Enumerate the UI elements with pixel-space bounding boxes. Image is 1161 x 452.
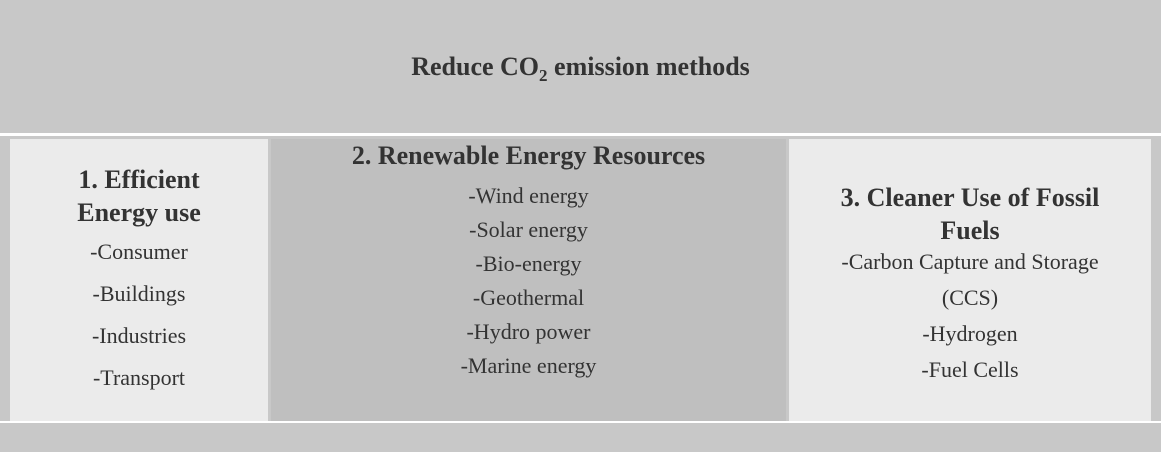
column-item: -Geothermal — [472, 285, 585, 310]
column-heading: 1. Efficient — [78, 165, 200, 194]
column-item: -Hydrogen — [922, 321, 1018, 346]
bottom-band — [0, 421, 1161, 452]
column-item: -Consumer — [90, 239, 188, 264]
column-item: (CCS) — [941, 285, 999, 310]
column-item: -Bio-energy — [475, 251, 582, 276]
column-item: -Hydro power — [466, 319, 591, 344]
column-item: -Buildings — [92, 281, 186, 306]
column-item: -Solar energy — [469, 217, 588, 242]
column-heading: 2. Renewable Energy Resources — [351, 141, 706, 170]
column-heading: Fuels — [940, 216, 1000, 245]
title-band: Reduce CO2 emission methods — [0, 0, 1161, 136]
column-item: -Wind energy — [468, 183, 589, 208]
title-subscript: 2 — [539, 66, 548, 86]
column: 3. Cleaner Use of Fossil Fuels -Carbon Cap… — [789, 139, 1151, 421]
column-item: -Industries — [91, 323, 187, 348]
column-item: -Fuel Cells — [921, 357, 1019, 382]
column-item: -Transport — [92, 365, 186, 390]
column-heading: Energy use — [77, 198, 201, 227]
title: Reduce CO2 emission methods — [0, 52, 1161, 86]
column: 2. Renewable Energy Resources -Wind energ… — [271, 139, 786, 421]
title-text: emission methods — [547, 52, 750, 81]
column-item: -Carbon Capture and Storage — [841, 249, 1099, 274]
column-heading: 3. Cleaner Use of Fossil — [840, 183, 1100, 212]
title-text: Reduce CO — [411, 52, 540, 81]
column-item: -Marine energy — [460, 353, 597, 378]
column: 1. Efficient Energy use -Consumer -Building… — [10, 139, 268, 421]
